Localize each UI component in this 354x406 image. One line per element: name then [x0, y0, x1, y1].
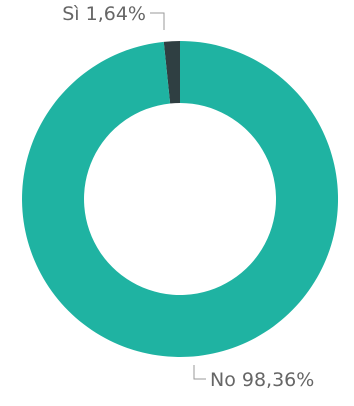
leader-line-si	[150, 12, 165, 30]
donut-slice-s[interactable]	[163, 41, 180, 104]
donut-slices	[22, 40, 339, 357]
leader-line-no	[193, 365, 206, 380]
data-label-no: No 98,36%	[210, 369, 314, 391]
data-label-si: Sì 1,64%	[62, 3, 146, 25]
donut-slice-no[interactable]	[22, 40, 339, 357]
